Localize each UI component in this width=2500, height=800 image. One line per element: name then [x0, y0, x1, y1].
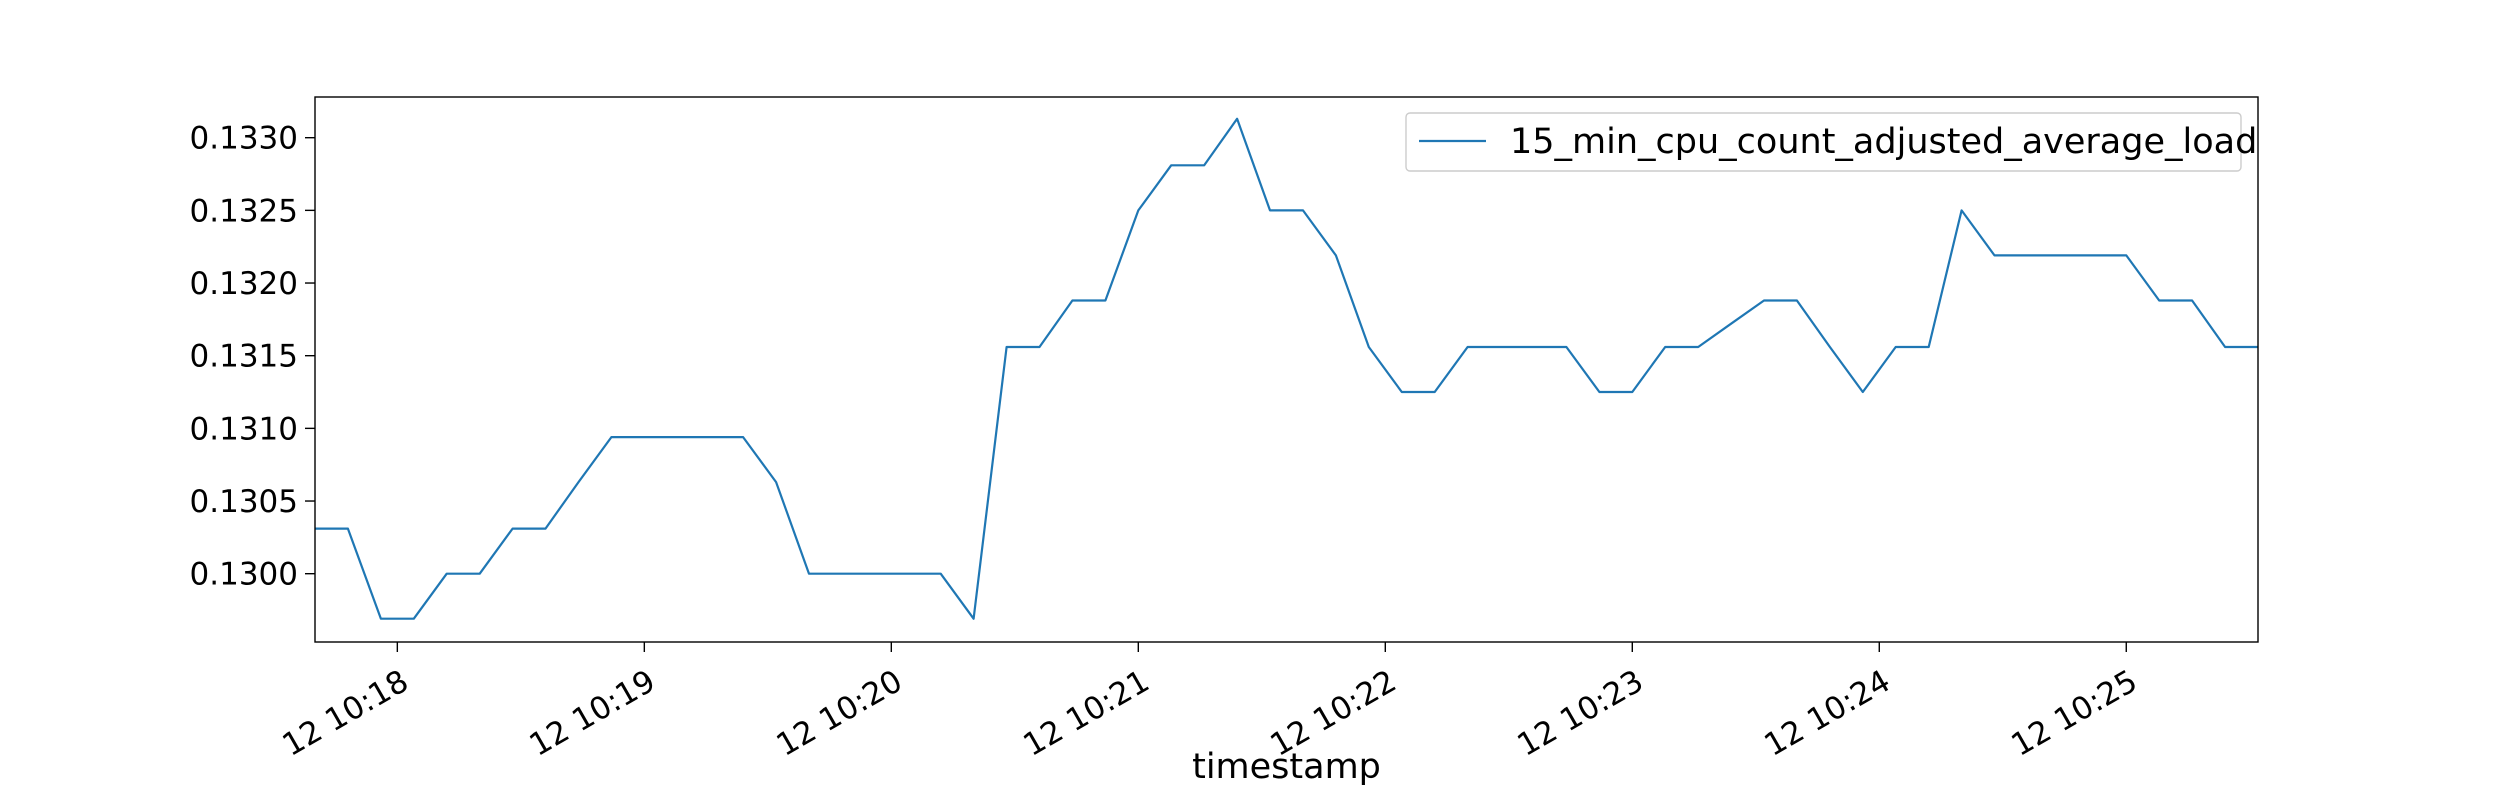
- legend-box: [1405, 112, 2242, 172]
- y-tick-label: 0.1305: [190, 484, 298, 520]
- x-axis-label: timestamp: [1192, 747, 1381, 787]
- legend: 15_min_cpu_count_adjusted_average_load: [1405, 112, 2257, 172]
- series-line-0: [315, 117, 2258, 620]
- series-layer: [315, 117, 2258, 620]
- y-tick-label: 0.1315: [190, 339, 298, 375]
- y-tick-label: 0.1310: [190, 411, 298, 447]
- legend-label: 15_min_cpu_count_adjusted_average_load: [1510, 122, 2257, 162]
- y-tick-label: 0.1330: [190, 121, 298, 157]
- x-tick-label: 12 10:19: [523, 663, 661, 763]
- x-tick-label: 12 10:18: [276, 663, 414, 763]
- x-tick-label: 12 10:23: [1511, 663, 1649, 763]
- x-tick-label: 12 10:25: [2005, 663, 2143, 763]
- y-tick-label: 0.1325: [190, 193, 298, 229]
- x-tick-label: 12 10:20: [770, 663, 908, 763]
- x-axis-ticks: 12 10:18 12 10:19 12 10:20 12 10:21 12 10:22…: [276, 642, 2143, 764]
- plot-frame: [314, 96, 2259, 643]
- y-tick-label: 0.1300: [190, 557, 298, 593]
- x-tick-label: 12 10:21: [1017, 663, 1155, 763]
- y-axis-ticks: 0.1300 0.1305 0.1310 0.1315 0.1320 0.1325 0.13…: [190, 121, 315, 593]
- y-tick-label: 0.1320: [190, 266, 298, 302]
- x-tick-label: 12 10:24: [1758, 663, 1896, 763]
